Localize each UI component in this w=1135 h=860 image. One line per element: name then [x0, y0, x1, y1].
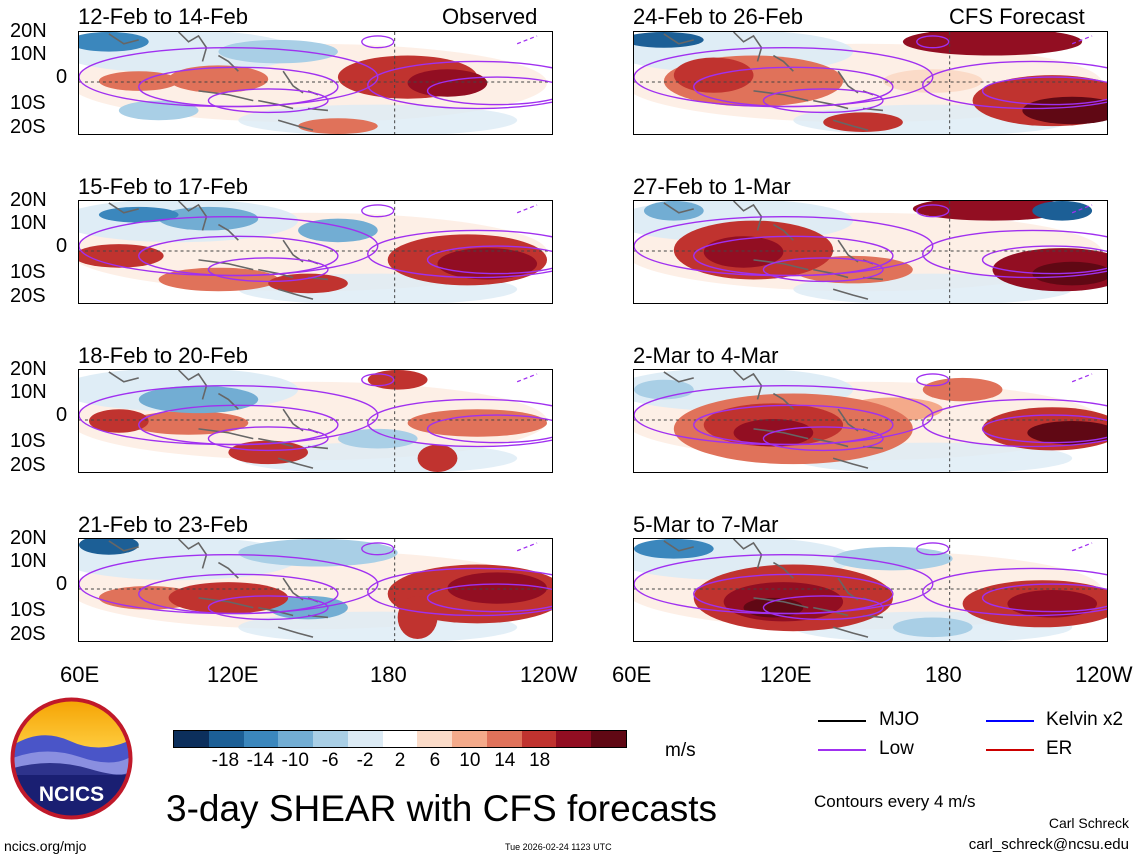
map-panel-8	[633, 538, 1108, 642]
colorbar-tick-label: 6	[429, 750, 441, 771]
colorbar-segment	[591, 731, 626, 747]
latitude-label: 20S	[10, 454, 46, 476]
colorbar-tick-label: -10	[281, 750, 309, 771]
map-panel-6	[633, 200, 1108, 304]
colorbar-segment	[452, 731, 487, 747]
colorbar-tick-label: -18	[211, 750, 240, 771]
lon-label-120e-left: 120E	[207, 662, 259, 687]
shear-field-5	[634, 32, 1107, 134]
lon-label-60e-right: 60E	[612, 662, 652, 687]
colorbar-tick-label: 10	[459, 750, 481, 771]
author-name: Carl Schreck	[1048, 815, 1129, 831]
units-label: m/s	[665, 740, 696, 761]
panel-title-4: 21-Feb to 23-Feb	[78, 512, 248, 537]
legend-label-er: ER	[1046, 738, 1073, 759]
panel-title-8: 5-Mar to 7-Mar	[633, 512, 779, 537]
panel-title-7: 2-Mar to 4-Mar	[633, 343, 779, 368]
shear-field-1	[79, 32, 552, 134]
shear-field-4	[79, 539, 552, 641]
colorbar-tick-label: -2	[356, 750, 374, 771]
panel-title-1: 12-Feb to 14-Feb	[78, 4, 248, 29]
map-panel-4	[78, 538, 553, 642]
legend-line-er	[986, 749, 1034, 751]
colorbar-tick-label: 14	[494, 750, 516, 771]
shear-field-6	[634, 201, 1107, 303]
lon-label-120w-left: 120W	[520, 662, 578, 687]
map-panel-5	[633, 31, 1108, 135]
latitude-label: 20S	[10, 285, 46, 307]
colorbar-tick-label: -6	[321, 750, 339, 771]
map-panel-2	[78, 200, 553, 304]
latitude-label: 20S	[10, 623, 46, 645]
latitude-label: 10N	[10, 381, 47, 403]
latitude-label: 20N	[10, 20, 47, 42]
latitude-label: 10N	[10, 212, 47, 234]
colorbar-segment	[521, 731, 557, 747]
lon-label-120e-right: 120E	[760, 662, 812, 687]
panel-tag-observed: Observed	[442, 4, 538, 29]
legend-label-low: Low	[879, 738, 914, 759]
lon-label-120w-right: 120W	[1075, 662, 1133, 687]
colorbar	[173, 730, 627, 748]
latitude-label: 20N	[10, 189, 47, 211]
latitude-label: 20N	[10, 358, 47, 380]
latitude-label: 10S	[10, 599, 46, 621]
legend-line-low	[818, 749, 866, 751]
colorbar-segment	[208, 731, 244, 747]
shear-field-8	[634, 539, 1107, 641]
latitude-label: 20N	[10, 527, 47, 549]
colorbar-segment	[486, 731, 522, 747]
colorbar-segment	[382, 731, 418, 747]
latitude-label: 10S	[10, 92, 46, 114]
timestamp: Tue 2026-02-24 1123 UTC	[505, 842, 612, 852]
logo-text: NCICS	[39, 783, 104, 806]
shear-field-7	[634, 370, 1107, 472]
colorbar-segment	[313, 731, 348, 747]
colorbar-segment	[556, 731, 592, 747]
panel-title-6: 27-Feb to 1-Mar	[633, 174, 791, 199]
shear-field-2	[79, 201, 552, 303]
latitude-label: 10N	[10, 550, 47, 572]
latitude-label: 0	[56, 66, 68, 88]
latitude-label: 10S	[10, 430, 46, 452]
legend-line-kelvin	[986, 720, 1034, 722]
author-email: carl_schreck@ncsu.edu	[968, 836, 1129, 853]
panel-title-3: 18-Feb to 20-Feb	[78, 343, 248, 368]
colorbar-segment	[347, 731, 383, 747]
contour-note: Contours every 4 m/s	[814, 792, 976, 811]
map-panel-1	[78, 31, 553, 135]
legend-line-mjo	[818, 720, 866, 722]
map-panel-3	[78, 369, 553, 473]
lon-label-180-left: 180	[370, 662, 407, 687]
ncics-logo: NCICS	[10, 697, 133, 820]
latitude-label: 0	[56, 235, 68, 257]
colorbar-segment	[174, 731, 209, 747]
panel-title-5: 24-Feb to 26-Feb	[633, 4, 803, 29]
map-panel-7	[633, 369, 1108, 473]
colorbar-segment	[417, 731, 453, 747]
colorbar-tick-label: -14	[246, 750, 275, 771]
latitude-label: 20S	[10, 116, 46, 138]
legend-label-kelvin: Kelvin x2	[1046, 709, 1124, 730]
colorbar-segment	[278, 731, 314, 747]
latitude-label: 0	[56, 404, 68, 426]
colorbar-tick-label: 18	[529, 750, 551, 771]
colorbar-tick-label: 2	[394, 750, 406, 771]
lon-label-180-right: 180	[925, 662, 962, 687]
chart-title: 3-day SHEAR with CFS forecasts	[166, 788, 718, 829]
panel-tag-cfs-forecast: CFS Forecast	[949, 4, 1085, 29]
legend-label-mjo: MJO	[879, 709, 920, 730]
shear-field-3	[79, 370, 552, 472]
site-link[interactable]: ncics.org/mjo	[4, 838, 87, 854]
latitude-label: 0	[56, 573, 68, 595]
colorbar-segment	[243, 731, 279, 747]
latitude-label: 10N	[10, 43, 47, 65]
latitude-label: 10S	[10, 261, 46, 283]
lon-label-60e-left: 60E	[60, 662, 100, 687]
panel-title-2: 15-Feb to 17-Feb	[78, 174, 248, 199]
